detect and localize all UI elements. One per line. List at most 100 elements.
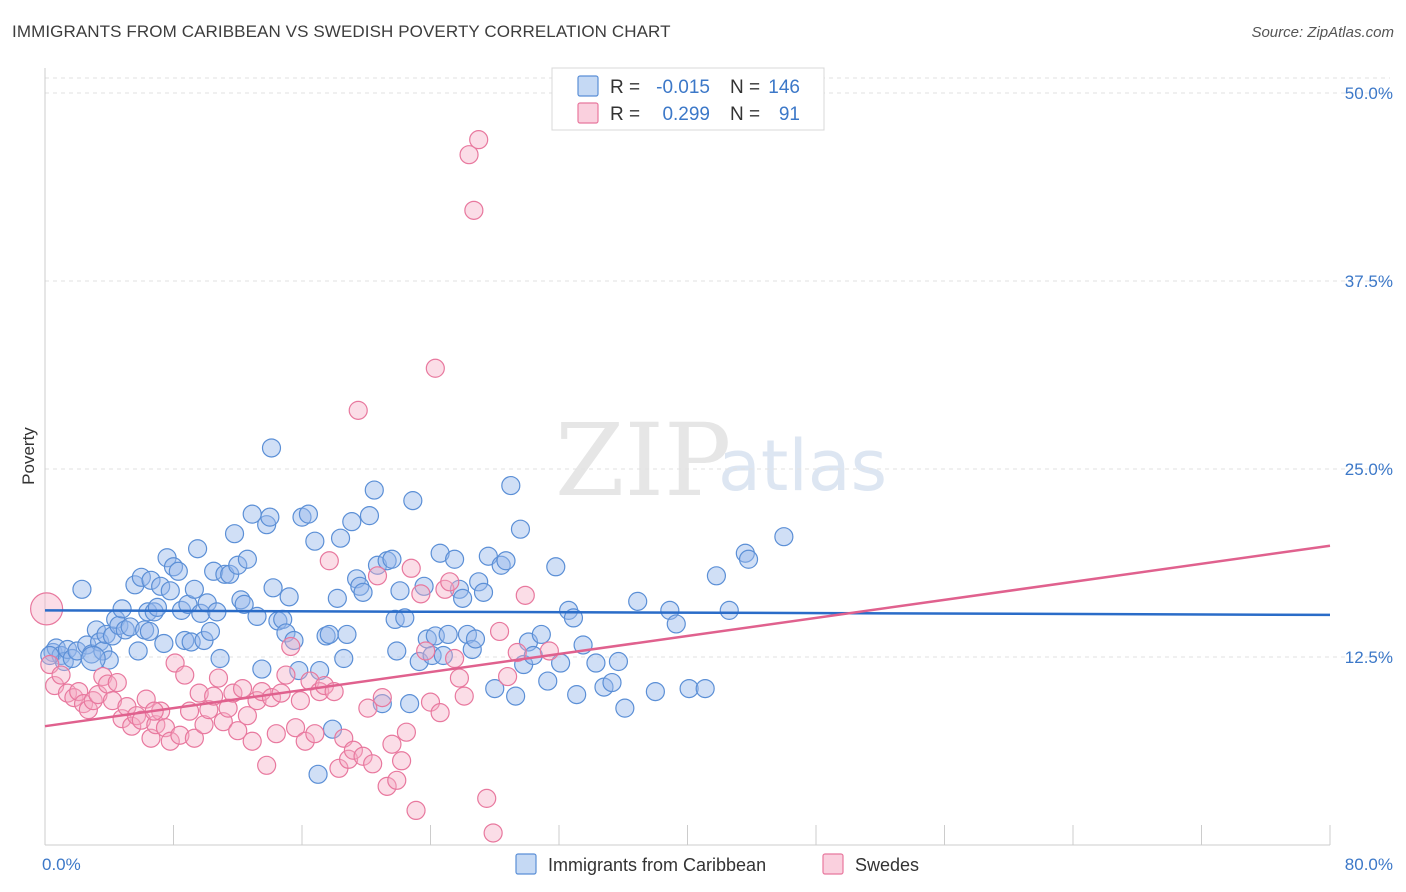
caribbean-point-115 xyxy=(510,519,531,539)
swedes-point-36 xyxy=(218,698,238,718)
caribbean-point-91 xyxy=(400,694,420,714)
swedes-point-51 xyxy=(290,691,310,711)
legend-r-value-caribbean: -0.015 xyxy=(656,77,710,98)
caribbean-point-53 xyxy=(234,594,254,614)
chart-title: IMMIGRANTS FROM CARIBBEAN VS SWEDISH POV… xyxy=(12,22,671,41)
swedes-point-93 xyxy=(507,642,527,663)
legend-r-label-caribbean: R = xyxy=(610,77,640,98)
swedes-point-70 xyxy=(382,734,402,754)
caribbean-point-101 xyxy=(444,549,465,569)
caribbean-point-44 xyxy=(200,621,221,642)
swedes-point-67 xyxy=(367,566,388,586)
caribbean-point-130 xyxy=(608,651,629,672)
caribbean-point-7 xyxy=(72,579,92,599)
caribbean-point-75 xyxy=(330,528,351,548)
swedes-point-29 xyxy=(184,728,204,748)
legend-bottom-label-swedes: Swedes xyxy=(855,855,919,875)
swedes-point-82 xyxy=(440,572,460,592)
swedes-point-72 xyxy=(391,751,412,771)
caribbean-point-113 xyxy=(501,475,521,496)
caribbean-point-147 xyxy=(261,438,282,458)
swedes-point-86 xyxy=(459,145,479,165)
swedes-point-24 xyxy=(160,731,180,751)
caribbean-point-120 xyxy=(538,671,558,691)
swedes-point-64 xyxy=(353,746,373,766)
legend-top: R = -0.015 N = 146 R = 0.299 N = 91 xyxy=(551,67,825,131)
swedes-point-97 xyxy=(30,592,64,626)
legend-bottom: Immigrants from Caribbean Swedes xyxy=(515,853,919,875)
caribbean-point-20 xyxy=(120,617,140,637)
swedes-point-74 xyxy=(401,558,421,578)
caribbean-point-80 xyxy=(350,576,370,596)
caribbean-point-39 xyxy=(184,579,204,599)
swedes-point-68 xyxy=(372,688,392,708)
swedes-point-87 xyxy=(464,200,484,220)
caribbean-point-114 xyxy=(506,686,526,706)
caribbean-point-36 xyxy=(175,630,195,651)
caribbean-point-106 xyxy=(465,629,486,649)
caribbean-point-127 xyxy=(586,653,606,673)
y-axis-label: Poverty xyxy=(19,427,38,485)
caribbean-point-57 xyxy=(252,659,272,679)
swedes-point-77 xyxy=(416,641,436,661)
caribbean-point-112 xyxy=(496,551,516,571)
caribbean-point-54 xyxy=(237,549,257,569)
caribbean-point-68 xyxy=(298,504,319,524)
caribbean-point-140 xyxy=(735,543,755,563)
swedes-point-40 xyxy=(237,706,257,726)
caribbean-point-100 xyxy=(438,624,458,645)
caribbean-trend-line xyxy=(44,609,1331,617)
caribbean-point-59 xyxy=(260,507,280,527)
data-points xyxy=(30,130,794,843)
caribbean-point-107 xyxy=(469,572,489,592)
legend-r-label-swedes: R = xyxy=(610,104,640,125)
caribbean-point-76 xyxy=(334,648,354,669)
swedes-point-49 xyxy=(281,636,301,657)
swedes-point-5 xyxy=(69,681,89,702)
caribbean-point-64 xyxy=(279,587,299,607)
caribbean-point-99 xyxy=(433,645,453,666)
caribbean-point-105 xyxy=(462,639,482,660)
legend-n-value-caribbean: 146 xyxy=(768,77,800,98)
trend-lines xyxy=(44,544,1331,728)
caribbean-point-30 xyxy=(154,633,174,654)
caribbean-point-131 xyxy=(615,698,635,718)
swedes-point-9 xyxy=(88,685,108,705)
swedes-point-39 xyxy=(232,678,253,699)
swedes-point-61 xyxy=(338,749,359,769)
swedes-point-92 xyxy=(498,666,518,687)
swedes-point-73 xyxy=(396,722,417,742)
swedes-point-88 xyxy=(469,130,489,150)
caribbean-point-72 xyxy=(319,624,339,645)
swedes-point-34 xyxy=(208,668,229,688)
swedes-point-38 xyxy=(228,721,248,741)
caribbean-point-84 xyxy=(367,555,388,575)
caribbean-point-132 xyxy=(628,591,648,611)
caribbean-point-87 xyxy=(382,549,402,569)
legend-bottom-swatch-swedes xyxy=(822,853,844,875)
swedes-point-75 xyxy=(406,800,426,821)
swedes-point-46 xyxy=(266,724,286,744)
caribbean-point-92 xyxy=(403,491,423,511)
caribbean-point-145 xyxy=(139,621,160,642)
caribbean-point-74 xyxy=(327,588,347,608)
caribbean-point-26 xyxy=(141,570,161,590)
caribbean-point-29 xyxy=(151,576,171,596)
swedes-point-48 xyxy=(276,665,296,685)
swedes-point-71 xyxy=(387,770,407,790)
caribbean-point-85 xyxy=(372,694,392,714)
caribbean-point-103 xyxy=(453,588,473,608)
x-tick-labels: 0.0% 80.0% xyxy=(42,855,1393,874)
caribbean-point-119 xyxy=(531,624,551,645)
swedes-point-63 xyxy=(348,400,368,420)
swedes-point-66 xyxy=(363,754,383,774)
swedes-point-94 xyxy=(515,585,535,605)
swedes-point-91 xyxy=(489,621,510,642)
legend-n-value-swedes: 91 xyxy=(779,104,800,125)
caribbean-point-148 xyxy=(387,641,407,661)
caribbean-point-60 xyxy=(263,578,283,598)
caribbean-point-50 xyxy=(224,524,245,544)
caribbean-point-40 xyxy=(187,539,208,559)
caribbean-point-133 xyxy=(645,681,665,702)
swedes-point-37 xyxy=(223,683,243,703)
